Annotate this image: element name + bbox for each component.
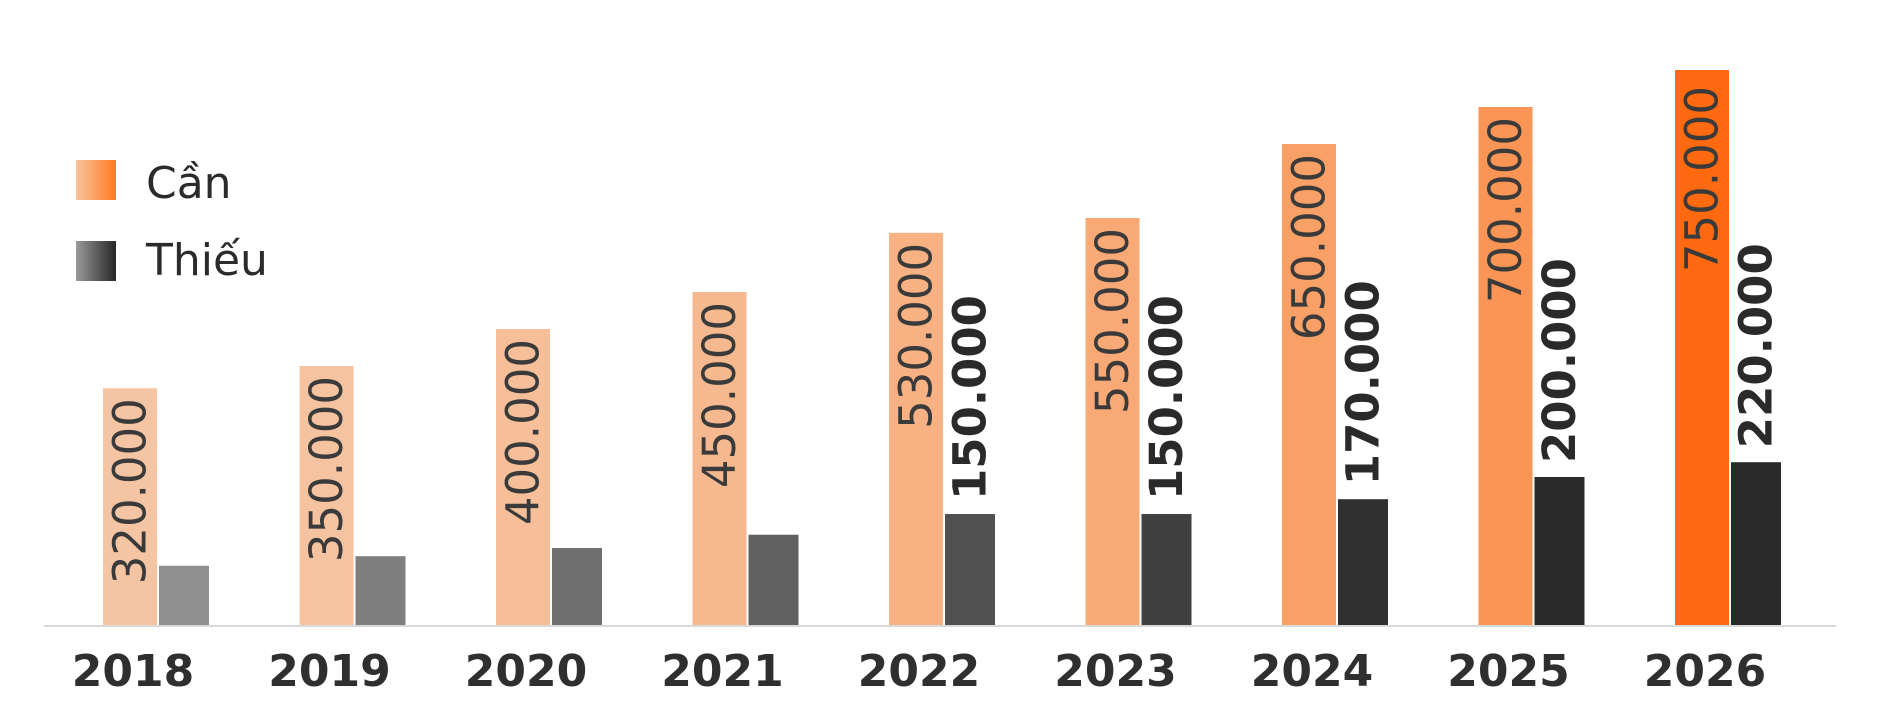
bar-short-2023 <box>1141 514 1192 625</box>
bar-short-2025 <box>1534 477 1585 625</box>
bar-short-2024 <box>1338 499 1388 625</box>
bar-need-2022 <box>889 232 943 626</box>
legend-swatch-short <box>76 241 116 281</box>
bar-need-2020 <box>496 329 550 625</box>
data-label-need-2023: 550.000 <box>1086 228 1139 414</box>
bar-short-2018 <box>159 565 209 625</box>
legend-swatch-need <box>76 160 116 200</box>
x-tick-label-2020: 2020 <box>465 646 587 697</box>
bar-short-2022 <box>945 514 995 625</box>
x-tick-label-2022: 2022 <box>858 646 980 697</box>
data-label-short-2026: 220.000 <box>1730 243 1783 448</box>
x-tick-label-2023: 2023 <box>1054 646 1176 697</box>
bar-need-2023 <box>1085 218 1140 625</box>
data-label-need-2024: 650.000 <box>1283 154 1336 340</box>
x-tick-label-2026: 2026 <box>1644 646 1766 697</box>
data-label-short-2023: 150.000 <box>1140 295 1193 500</box>
bar-short-2019 <box>355 556 406 625</box>
data-label-short-2024: 170.000 <box>1337 280 1390 485</box>
data-label-need-2020: 400.000 <box>497 339 550 525</box>
bars-layer <box>103 70 1781 626</box>
bar-need-2025 <box>1478 107 1533 625</box>
x-tick-label-2018: 2018 <box>72 646 194 697</box>
data-label-need-2019: 350.000 <box>300 376 353 562</box>
x-tick-label-2019: 2019 <box>268 646 390 697</box>
bar-short-2020 <box>552 548 602 625</box>
legend-label-need: Cần <box>146 158 232 209</box>
data-label-need-2025: 700.000 <box>1479 117 1532 303</box>
data-label-need-2026: 750.000 <box>1676 86 1729 272</box>
data-label-need-2018: 320.000 <box>104 398 157 584</box>
labels-layer: 320.000 2018 350.000 2019 400.000 2020 450.000… <box>72 86 1783 697</box>
legend: Cần Thiếu <box>76 158 268 286</box>
x-tick-label-2025: 2025 <box>1447 646 1569 697</box>
bar-need-2026 <box>1675 70 1729 625</box>
data-label-need-2022: 530.000 <box>890 243 943 429</box>
data-label-short-2025: 200.000 <box>1533 258 1586 463</box>
x-tick-label-2021: 2021 <box>661 646 783 697</box>
legend-label-short: Thiếu <box>145 235 268 286</box>
bar-need-2024 <box>1282 144 1336 625</box>
x-tick-label-2024: 2024 <box>1251 646 1373 697</box>
bar-need-2018 <box>103 388 157 625</box>
bar-short-2026 <box>1731 462 1781 625</box>
data-label-need-2021: 450.000 <box>693 302 746 488</box>
data-label-short-2022: 150.000 <box>944 295 997 500</box>
bar-need-2019 <box>299 366 354 625</box>
bar-need-2021 <box>692 292 747 625</box>
bar-short-2021 <box>748 534 799 625</box>
